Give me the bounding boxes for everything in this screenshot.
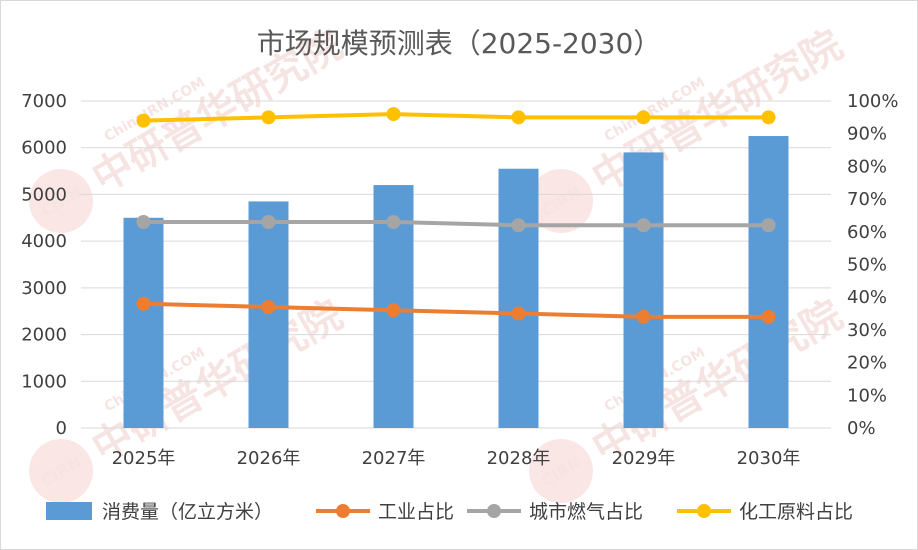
right-tick-label: 90% xyxy=(847,124,887,145)
x-tick-label: 2025年 xyxy=(112,448,176,469)
legend-label: 化工原料占比 xyxy=(739,501,853,523)
data-point xyxy=(386,303,401,318)
series-line xyxy=(143,219,769,228)
data-point xyxy=(261,214,276,229)
data-point xyxy=(761,218,776,233)
bar xyxy=(248,201,289,428)
legend-label: 城市燃气占比 xyxy=(529,501,643,523)
legend-marker xyxy=(336,504,350,518)
right-tick-label: 50% xyxy=(847,255,887,276)
x-tick-label: 2029年 xyxy=(612,448,676,469)
right-tick-label: 60% xyxy=(847,222,887,243)
series-line xyxy=(143,112,769,123)
chart-title: 市场规模预测表（2025-2030） xyxy=(257,27,662,60)
watermark-logo-icon xyxy=(29,439,93,503)
data-point xyxy=(511,110,526,125)
data-point xyxy=(136,113,151,128)
right-tick-label: 0% xyxy=(847,418,876,439)
legend: 消费量（亿立方米） 工业占比 城市燃气占比 化工原料占比 xyxy=(46,501,853,523)
watermark-logo-icon xyxy=(29,169,93,233)
bar xyxy=(748,136,789,429)
legend-swatch xyxy=(46,502,92,520)
right-tick-label: 20% xyxy=(847,353,887,374)
legend-marker xyxy=(697,504,711,518)
bar xyxy=(623,152,664,428)
left-tick-label: 7000 xyxy=(21,91,67,112)
x-tick-label: 2028年 xyxy=(487,448,551,469)
right-tick-label: 80% xyxy=(847,156,887,177)
right-tick-label: 30% xyxy=(847,320,887,341)
bar-series xyxy=(123,136,789,429)
data-point xyxy=(761,110,776,125)
left-tick-label: 3000 xyxy=(21,278,67,299)
x-axis: 2025年 2026年 2027年 2028年 2029年 2030年 xyxy=(112,448,801,469)
data-point xyxy=(261,110,276,125)
right-tick-label: 40% xyxy=(847,287,887,308)
left-tick-label: 1000 xyxy=(21,371,67,392)
data-point xyxy=(261,300,276,315)
legend-item: 化工原料占比 xyxy=(677,501,853,523)
data-point xyxy=(386,107,401,122)
data-point xyxy=(636,218,651,233)
data-point xyxy=(136,296,151,311)
left-tick-label: 0 xyxy=(56,418,67,439)
x-tick-label: 2030年 xyxy=(737,448,801,469)
right-tick-label: 10% xyxy=(847,385,887,406)
bar xyxy=(498,168,539,428)
left-tick-label: 2000 xyxy=(21,325,67,346)
left-tick-label: 5000 xyxy=(21,184,67,205)
gridlines xyxy=(81,100,831,429)
data-point xyxy=(511,218,526,233)
series-line xyxy=(143,301,769,319)
legend-item: 消费量（亿立方米） xyxy=(46,501,273,523)
data-point xyxy=(386,214,401,229)
data-point xyxy=(511,306,526,321)
right-tick-label: 100% xyxy=(847,91,898,112)
bar xyxy=(123,217,164,428)
data-point xyxy=(636,110,651,125)
x-tick-label: 2026年 xyxy=(237,448,301,469)
right-tick-label: 70% xyxy=(847,189,887,210)
legend-label: 消费量（亿立方米） xyxy=(102,501,273,523)
left-tick-label: 6000 xyxy=(21,138,67,159)
watermark-logo-icon xyxy=(529,439,593,503)
line-series xyxy=(136,107,776,324)
watermark-logo-icon xyxy=(529,169,593,233)
x-tick-label: 2027年 xyxy=(362,448,426,469)
legend-item: 工业占比 xyxy=(316,501,454,523)
right-axis: 0% 10% 20% 30% 40% 50% 60% 70% 80% 90% 100% xyxy=(847,91,898,439)
legend-label: 工业占比 xyxy=(378,501,454,523)
data-point xyxy=(136,214,151,229)
legend-marker xyxy=(487,504,501,518)
data-point xyxy=(761,309,776,324)
left-tick-label: 4000 xyxy=(21,231,67,252)
left-axis: 0 1000 2000 3000 4000 5000 6000 7000 xyxy=(21,91,67,439)
legend-item: 城市燃气占比 xyxy=(467,501,643,523)
data-point xyxy=(636,309,651,324)
